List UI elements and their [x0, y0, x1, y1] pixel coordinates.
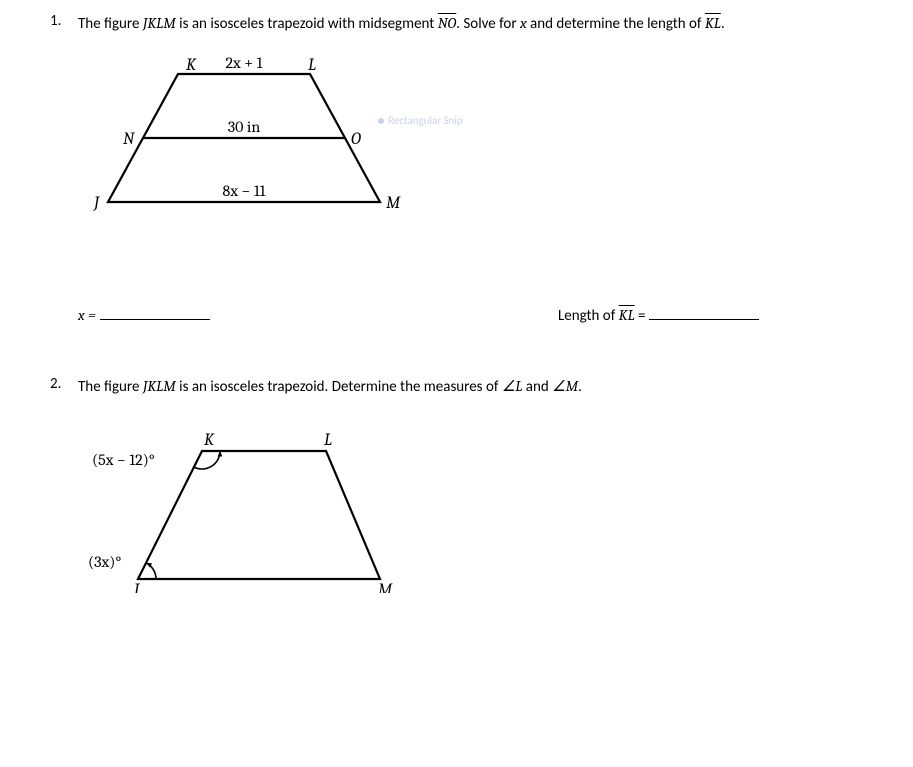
answer-kl-blank [649, 304, 759, 320]
svg-text:L: L [324, 431, 332, 450]
problem-1-prompt: 1. The figure JKLM is an isosceles trape… [50, 12, 873, 36]
trapezoid-2-svg: K L J M (5x − 12)° (3x)° [78, 423, 438, 593]
problem-2: 2. The figure JKLM is an isosceles trape… [50, 375, 873, 594]
problem-1-figure: KLNOJM2x + 130 in8x − 11 Rectangular Sni… [78, 54, 873, 214]
problem-1-text: The figure JKLM is an isosceles trapezoi… [78, 12, 873, 36]
problem-1: 1. The figure JKLM is an isosceles trape… [50, 12, 873, 325]
svg-text:K: K [186, 56, 197, 75]
problem-2-number: 2. [50, 375, 78, 393]
svg-text:(3x)°: (3x)° [88, 553, 121, 571]
svg-text:(5x − 12)°: (5x − 12)° [92, 451, 155, 469]
answer-x-blank [100, 304, 210, 320]
svg-text:K: K [204, 431, 215, 450]
svg-text:M: M [378, 581, 393, 593]
answer-kl: Length of KL = [558, 304, 759, 325]
svg-text:J: J [92, 194, 100, 213]
problem-2-prompt: 2. The figure JKLM is an isosceles trape… [50, 375, 873, 399]
svg-text:J: J [132, 581, 140, 593]
problem-1-number: 1. [50, 12, 78, 30]
svg-text:2x + 1: 2x + 1 [226, 54, 263, 72]
svg-text:M: M [386, 194, 401, 213]
problem-2-text: The figure JKLM is an isosceles trapezoi… [78, 375, 873, 399]
problem-2-figure: K L J M (5x − 12)° (3x)° [78, 423, 873, 593]
answer-x: x = [78, 304, 558, 324]
svg-text:8x − 11: 8x − 11 [223, 182, 266, 200]
svg-text:L: L [308, 56, 316, 75]
problem-1-answers: x = Length of KL = [78, 304, 873, 325]
svg-text:N: N [123, 130, 135, 149]
trapezoid-1-svg: K L N O J M 2x + 1 30 in 8x − 11 [78, 54, 428, 214]
svg-text:O: O [351, 130, 361, 149]
svg-text:30 in: 30 in [228, 118, 261, 136]
